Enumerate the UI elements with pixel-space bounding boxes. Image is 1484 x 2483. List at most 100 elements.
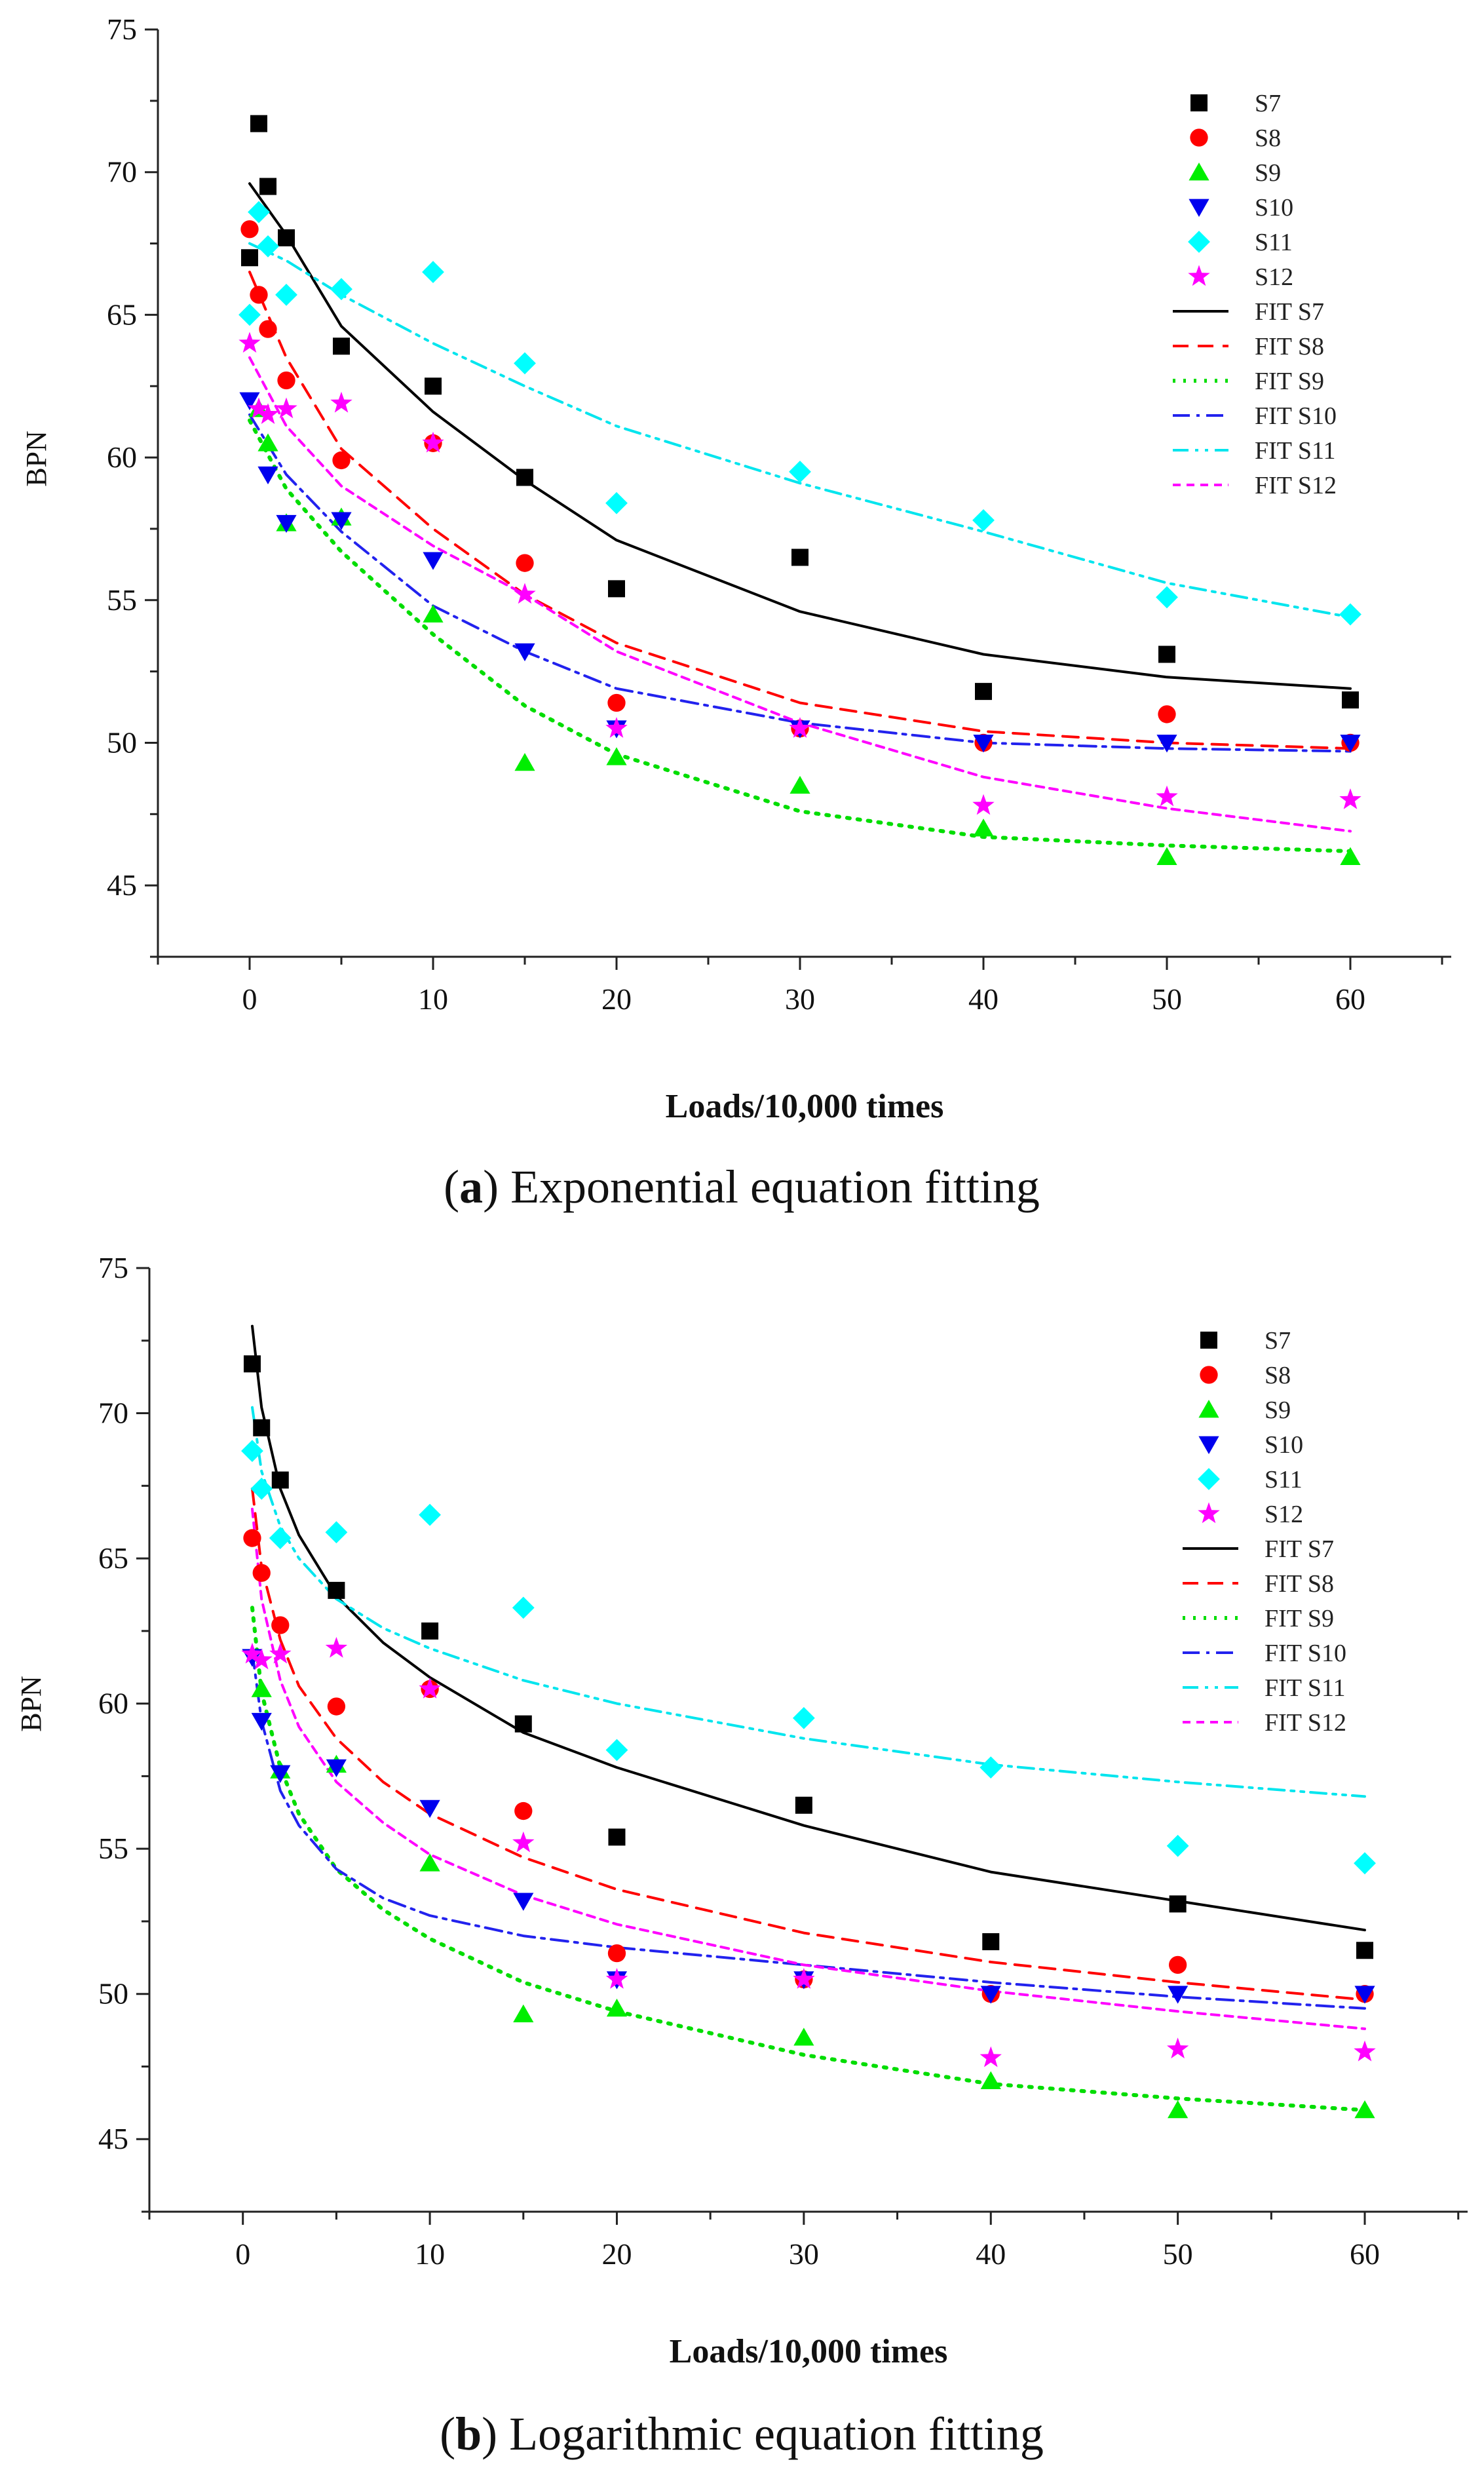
data-point-s9 xyxy=(1340,847,1361,865)
data-point-s7 xyxy=(975,683,992,701)
legend-label-s7: S7 xyxy=(1265,1327,1291,1355)
data-point-s8 xyxy=(277,371,295,390)
data-point-s11 xyxy=(605,1739,628,1761)
data-point-s8 xyxy=(271,1616,290,1634)
legend-label-s12: S12 xyxy=(1255,263,1293,291)
y-tick-label: 65 xyxy=(107,298,137,331)
fit-line-fit-s12 xyxy=(251,1507,1366,2030)
data-point-s7 xyxy=(425,377,442,395)
caption-open-paren: ( xyxy=(444,1161,459,1213)
data-point-s10 xyxy=(239,392,260,410)
series-s9 xyxy=(251,1679,1375,2119)
data-point-s10 xyxy=(1340,735,1361,753)
data-point-s7 xyxy=(608,580,625,598)
legend: S7 S8 S9 S10 S11 S12 FIT S7 FIT S8 FIT S9 FIT S10… xyxy=(1183,1327,1346,1737)
data-point-s9 xyxy=(419,1853,440,1872)
legend-label-fit-s11: FIT S11 xyxy=(1255,437,1336,465)
data-point-s11 xyxy=(1156,586,1178,609)
data-point-s7 xyxy=(333,337,350,355)
x-tick-label: 30 xyxy=(785,982,815,1016)
legend-label-s11: S11 xyxy=(1265,1466,1303,1493)
y-tick-label: 70 xyxy=(98,1396,128,1430)
data-point-s10 xyxy=(419,1800,440,1819)
data-point-s12 xyxy=(1167,2037,1189,2059)
x-tick-label: 60 xyxy=(1335,982,1365,1016)
data-point-s11 xyxy=(248,201,270,223)
data-point-s9 xyxy=(1156,847,1177,865)
data-point-s11 xyxy=(238,303,261,326)
legend-label-s8: S8 xyxy=(1265,1362,1291,1389)
x-tick-label: 10 xyxy=(418,982,448,1016)
data-point-s9 xyxy=(257,433,278,452)
legend-marker-s8 xyxy=(1190,128,1208,147)
data-point-s8 xyxy=(327,1697,346,1716)
data-point-s12 xyxy=(330,391,352,413)
data-point-s11 xyxy=(972,509,995,531)
figure-caption-a: (a) Exponential equation fitting xyxy=(444,1161,1040,1213)
x-tick-label: 40 xyxy=(968,982,999,1016)
data-point-s10 xyxy=(270,1765,291,1783)
caption-open-paren: ( xyxy=(440,2408,455,2460)
data-point-s7 xyxy=(608,1828,626,1846)
data-point-s10 xyxy=(980,1986,1001,2004)
data-point-s10 xyxy=(1168,1986,1189,2004)
data-point-s7 xyxy=(271,1471,289,1489)
data-point-s11 xyxy=(514,352,536,375)
data-point-s12 xyxy=(605,1968,628,1989)
fit-line-fit-s9 xyxy=(248,418,1352,853)
data-point-s11 xyxy=(789,460,811,483)
data-point-s9 xyxy=(793,2028,814,2046)
data-point-s11 xyxy=(792,1706,815,1729)
data-point-s11 xyxy=(980,1756,1002,1779)
x-tick-label: 20 xyxy=(601,2237,632,2271)
data-point-s10 xyxy=(257,466,278,485)
data-point-s11 xyxy=(250,1477,273,1500)
data-point-s7 xyxy=(328,1581,345,1599)
data-point-s12 xyxy=(793,1968,815,1989)
data-point-s9 xyxy=(790,775,810,794)
legend-label-fit-s8: FIT S8 xyxy=(1265,1570,1334,1598)
data-point-s7 xyxy=(1356,1942,1374,1959)
legend-marker-s9 xyxy=(1189,163,1209,181)
data-point-s7 xyxy=(259,178,276,195)
data-point-s7 xyxy=(421,1622,439,1640)
x-axis-title: Loads/10,000 times xyxy=(670,2333,948,2370)
y-tick-label: 55 xyxy=(98,1832,128,1865)
series-s8 xyxy=(243,1529,1374,2003)
data-point-s12 xyxy=(972,794,995,815)
legend-label-s9: S9 xyxy=(1265,1396,1291,1424)
legend-label-fit-s12: FIT S12 xyxy=(1265,1709,1346,1737)
data-point-s10 xyxy=(276,514,297,533)
legend-marker-s7 xyxy=(1190,94,1208,111)
chart-panel-a: 45 50 55 60 65 70 75 0 10 20 30 40 50 60 BPN Loads/10,0… xyxy=(20,12,1451,1213)
x-tick-label: 0 xyxy=(242,982,257,1016)
data-point-s9 xyxy=(980,2071,1001,2089)
data-point-s12 xyxy=(512,1831,535,1853)
legend-label-s10: S10 xyxy=(1265,1431,1303,1459)
data-point-s7 xyxy=(243,1355,261,1373)
data-point-s7 xyxy=(250,115,267,132)
data-point-s12 xyxy=(514,583,536,604)
data-point-s10 xyxy=(973,735,994,753)
y-tick-label: 65 xyxy=(98,1541,128,1575)
fit-line-fit-s7 xyxy=(248,182,1352,690)
data-point-s11 xyxy=(241,1440,263,1463)
data-point-s11 xyxy=(1354,1852,1376,1875)
y-axis-title: BPN xyxy=(15,1676,47,1732)
legend-marker-s11 xyxy=(1188,231,1210,253)
data-point-s11 xyxy=(275,284,297,306)
y-tick-label: 75 xyxy=(98,1251,128,1284)
data-point-s7 xyxy=(1169,1895,1187,1913)
data-point-s10 xyxy=(423,552,444,570)
data-point-s11 xyxy=(330,278,352,301)
legend-label-fit-s8: FIT S8 xyxy=(1255,333,1324,360)
data-point-s10 xyxy=(514,643,535,662)
fit-line-fit-s10 xyxy=(251,1649,1366,2010)
data-point-s10 xyxy=(513,1893,534,1911)
series-s7 xyxy=(243,1355,1374,1959)
data-point-s8 xyxy=(1168,1955,1187,1974)
x-tick-label: 20 xyxy=(601,982,632,1016)
legend-label-s10: S10 xyxy=(1255,194,1293,221)
series-s11 xyxy=(241,1440,1376,1875)
